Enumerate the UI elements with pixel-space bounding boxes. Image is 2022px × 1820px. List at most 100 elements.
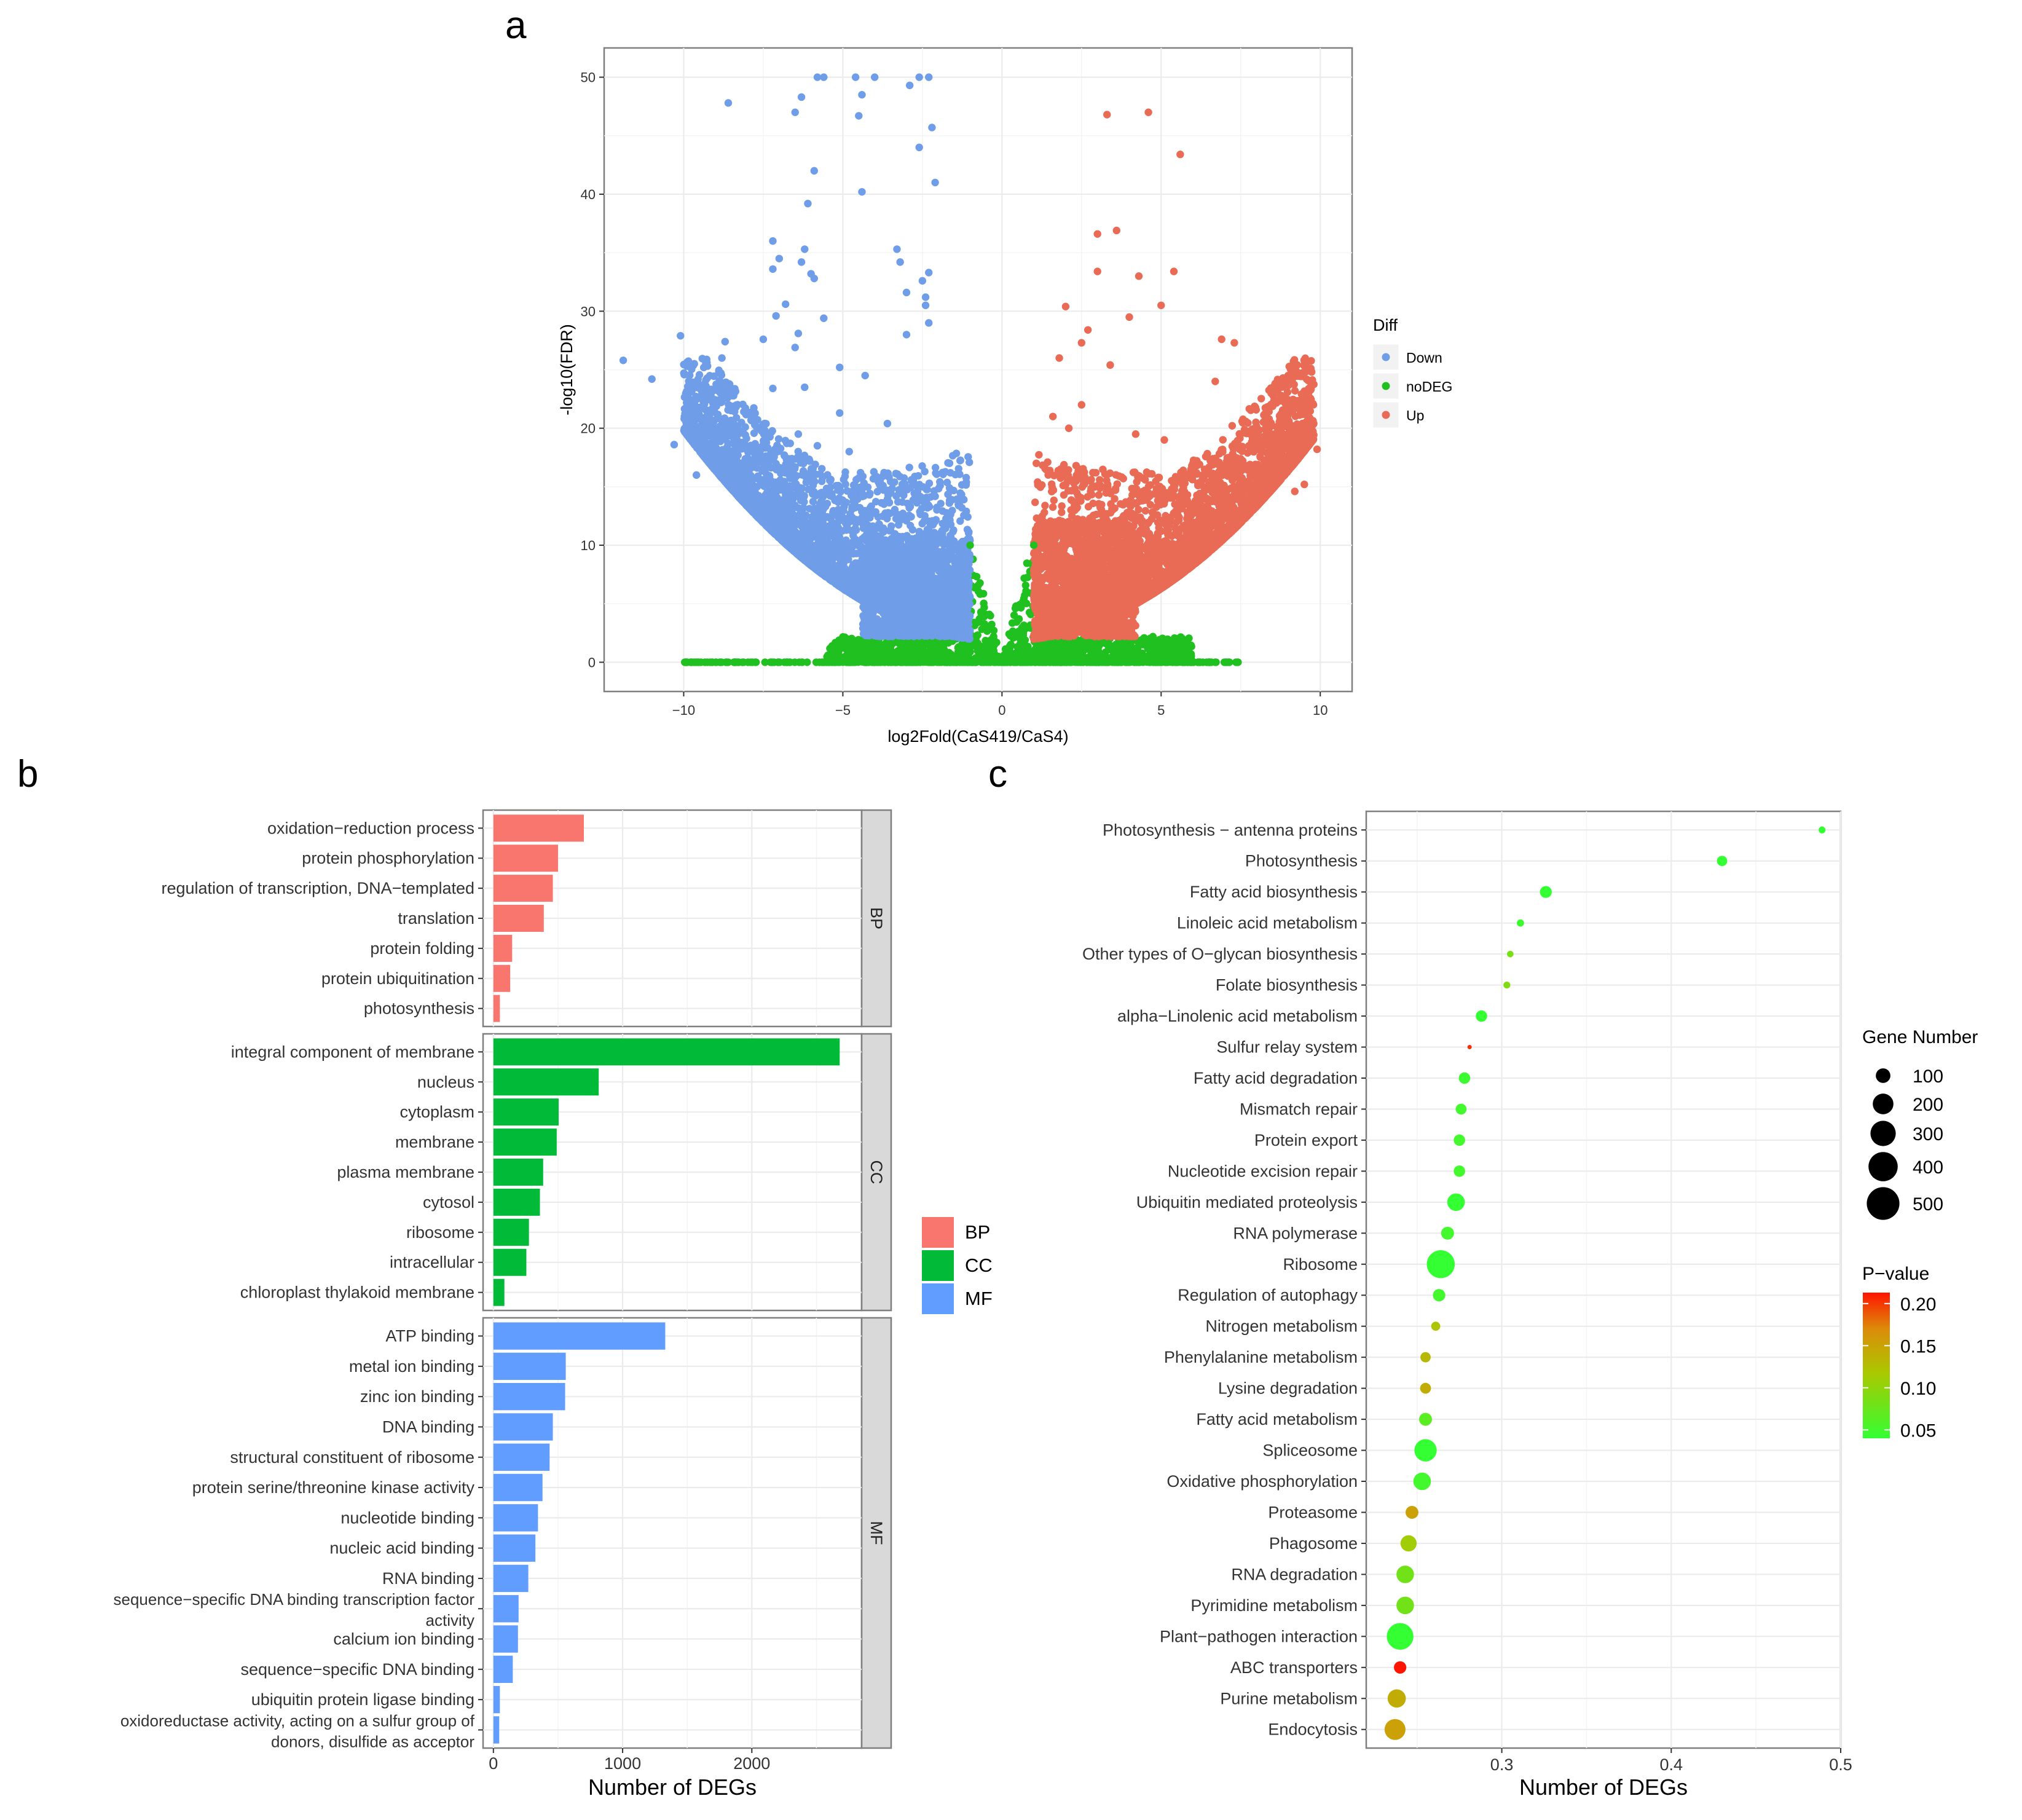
volcano-nodeg-point [898, 648, 906, 656]
volcano-nodeg-point [966, 658, 974, 666]
volcano-x-tick-label: −10 [672, 703, 695, 718]
volcano-nodeg-point [818, 658, 826, 666]
volcano-density-point [905, 503, 913, 512]
volcano-density-point [718, 422, 726, 430]
volcano-density-point [945, 499, 954, 507]
volcano-density-point [884, 509, 892, 517]
volcano-density-point [863, 483, 872, 491]
volcano-nodeg-point [832, 648, 840, 656]
volcano-y-axis-title: -log10(FDR) [557, 324, 576, 416]
volcano-nodeg-point [836, 637, 845, 645]
volcano-nodeg-point [1120, 652, 1128, 660]
volcano-nodeg-point [988, 649, 996, 657]
volcano-nodeg-point [1020, 658, 1028, 666]
volcano-nodeg-point [1014, 629, 1022, 638]
volcano-nodeg-point [1102, 658, 1111, 666]
panel-label-a: a [505, 4, 527, 47]
volcano-density-point [786, 439, 794, 447]
volcano-density-point [750, 429, 758, 437]
volcano-nodeg-point [974, 639, 981, 647]
volcano-density-point [758, 476, 766, 484]
volcano-density-point [686, 371, 694, 379]
volcano-density-point [870, 509, 879, 517]
volcano-y-tick-label: 0 [588, 655, 596, 670]
volcano-nodeg-point [1171, 658, 1179, 666]
volcano-nodeg-point [803, 658, 811, 666]
volcano-nodeg-point [1027, 658, 1036, 666]
volcano-density-point [921, 467, 929, 476]
volcano-nodeg-point [1125, 643, 1133, 651]
volcano-density-point [956, 517, 964, 525]
volcano-density-point [760, 463, 768, 472]
volcano-density-point [843, 487, 851, 495]
volcano-density-point [715, 376, 724, 385]
volcano-density-point [841, 472, 849, 481]
volcano-density-point [921, 500, 929, 509]
volcano-nodeg-point [934, 648, 943, 656]
volcano-nodeg-point [1173, 636, 1181, 644]
volcano-nodeg-point [884, 658, 892, 666]
volcano-nodeg-point [1021, 581, 1030, 589]
volcano-nodeg-point [1073, 651, 1081, 660]
volcano-nodeg-point [991, 658, 999, 666]
volcano-density-point [895, 473, 904, 481]
volcano-density-point [829, 506, 838, 515]
volcano-nodeg-point [897, 658, 906, 666]
volcano-nodeg-point [929, 658, 937, 666]
volcano-nodeg-point [1162, 647, 1170, 656]
volcano-density-point [852, 519, 860, 527]
volcano-density-point [870, 468, 878, 476]
volcano-nodeg-point [848, 634, 856, 643]
volcano-nodeg-point [979, 589, 988, 598]
volcano-density-point [791, 492, 799, 501]
volcano-x-tick-label: 10 [1313, 703, 1328, 718]
volcano-density-point [933, 506, 941, 514]
volcano-density-point [796, 484, 804, 492]
volcano-y-tick-label: 40 [581, 187, 596, 202]
volcano-density-point [860, 522, 868, 530]
volcano-nodeg-point [1022, 599, 1031, 607]
volcano-density-point [836, 484, 844, 492]
volcano-nodeg-point [1139, 640, 1147, 648]
volcano-density-point [944, 490, 952, 498]
volcano-density-point [907, 476, 916, 485]
volcano-nodeg-point [1064, 642, 1072, 650]
volcano-density-point [931, 492, 939, 500]
volcano-density-point [762, 452, 770, 460]
volcano-density-point [751, 409, 759, 417]
volcano-nodeg-point [1088, 648, 1096, 656]
volcano-density-point [944, 459, 952, 467]
volcano-density-point [774, 445, 782, 453]
volcano-density-point [907, 521, 915, 530]
volcano-density-point [948, 452, 957, 460]
volcano-density-point [734, 470, 742, 478]
volcano-plot: −10 −5 0 5 1001020304050log2Fold(CaS419/CaS4… [557, 47, 1353, 746]
volcano-nodeg-point [834, 658, 843, 666]
volcano-density-point [936, 478, 944, 486]
volcano-nodeg-point [1017, 604, 1025, 612]
volcano-density-point [779, 500, 787, 508]
volcano-nodeg-point [1036, 647, 1045, 655]
volcano-density-point [814, 533, 822, 542]
volcano-nodeg-point [1083, 658, 1091, 666]
volcano-density-point [879, 486, 887, 494]
volcano-y-tick-label: 30 [581, 304, 596, 319]
volcano-nodeg-point [863, 658, 871, 666]
volcano-nodeg-point [1181, 644, 1189, 652]
volcano-density-point [788, 504, 797, 512]
volcano-nodeg-point [980, 613, 988, 621]
volcano-nodeg-point [1225, 658, 1233, 666]
volcano-nodeg-point [908, 644, 916, 652]
volcano-nodeg-point [1003, 658, 1012, 666]
volcano-nodeg-point [926, 647, 934, 655]
volcano-density-point [811, 478, 819, 486]
volcano-density-point [859, 472, 867, 481]
volcano-nodeg-point [1010, 658, 1018, 666]
volcano-density-point [817, 489, 826, 497]
volcano-x-tick-label: −5 [835, 703, 851, 718]
volcano-density-point [756, 497, 765, 505]
volcano-nodeg-point [1015, 615, 1023, 623]
volcano-nodeg-point [884, 643, 892, 652]
volcano-nodeg-point [1111, 658, 1119, 666]
volcano-density-point [718, 446, 726, 454]
